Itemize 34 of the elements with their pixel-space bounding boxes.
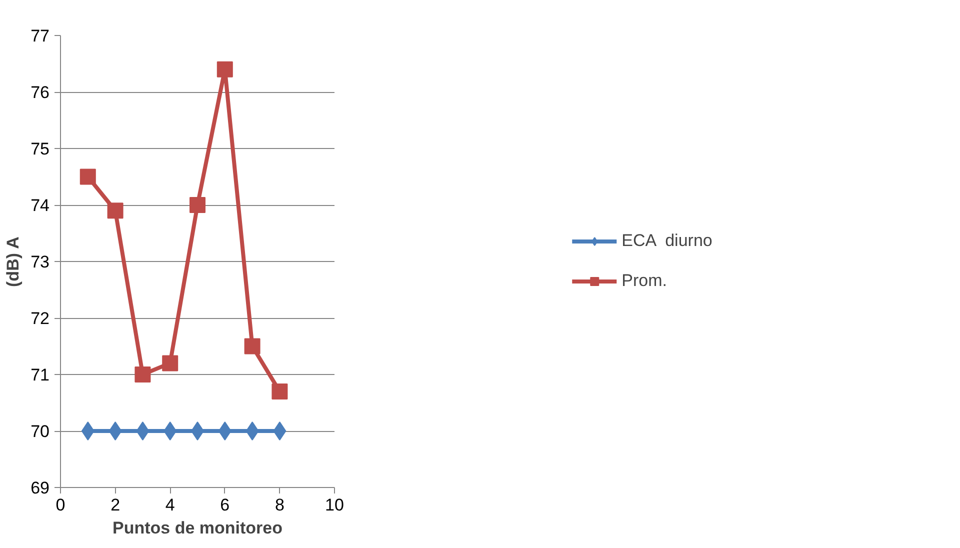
y-axis-title: (dB) A [4,236,23,287]
y-tick-label: 69 [30,478,50,498]
x-axis-title: Puntos de monitoreo [112,518,282,538]
legend-label: ECA diurno [622,231,712,251]
point [246,422,259,440]
point [216,61,233,78]
legend-label: Prom. [622,271,667,291]
y-tick-label: 73 [30,252,50,272]
y-tick-label: 70 [30,422,50,441]
y-tick-label: 72 [30,309,50,328]
point [273,422,286,440]
x-tick-label: 8 [274,496,284,514]
point [108,422,122,440]
y-tick-label: 74 [30,196,50,215]
point [136,422,150,440]
point [107,202,124,219]
point [80,168,96,185]
x-tick-label: 4 [165,496,175,514]
point [244,338,260,354]
y-tick-label: 76 [30,83,50,102]
point [81,422,94,440]
point [272,383,288,400]
point [218,422,232,440]
point [190,197,206,213]
point [134,366,151,382]
y-tick-label: 77 [30,26,50,46]
x-tick-label: 10 [325,496,344,514]
point [162,355,178,372]
y-tick-label: 75 [30,140,50,158]
x-tick-label: 2 [110,496,120,514]
y-tick-label: 71 [30,366,50,384]
x-tick-label: 0 [56,496,66,514]
point [164,422,177,440]
x-tick-label: 6 [220,496,230,514]
